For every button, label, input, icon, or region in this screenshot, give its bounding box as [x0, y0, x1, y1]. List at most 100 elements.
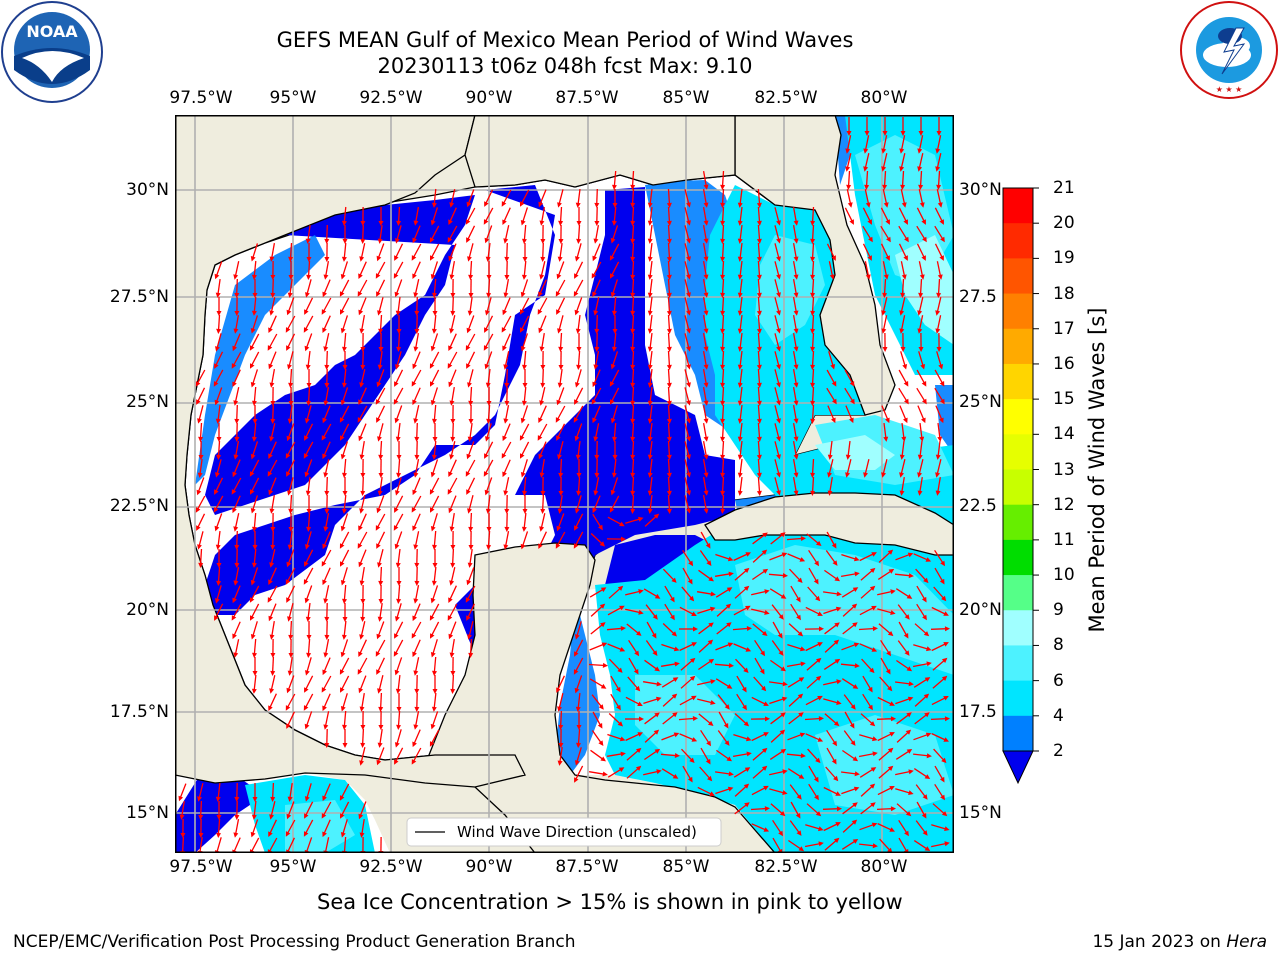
wave-arrow-head [776, 256, 781, 262]
wave-arrow-head [468, 293, 474, 298]
wave-arrow-head [888, 568, 895, 574]
wave-arrow-head [703, 346, 709, 352]
wave-arrow-head [756, 418, 762, 424]
wave-arrow-shaft [684, 279, 690, 295]
wave-arrow-shaft [577, 224, 581, 242]
wave-arrow-shaft [702, 188, 708, 206]
wave-arrow-shaft [506, 242, 508, 260]
wave-arrow-head [412, 489, 417, 496]
wave-arrow-shaft [378, 675, 384, 691]
wave-arrow-head [817, 737, 824, 742]
wave-arrow-head [703, 454, 709, 460]
wave-arrow-shaft [558, 693, 564, 709]
wave-arrow-head [647, 256, 653, 262]
wave-arrow-shaft [702, 314, 708, 332]
wave-arrow-shaft [786, 662, 804, 668]
wave-arrow-head [720, 328, 726, 334]
wave-arrow-shaft [846, 153, 852, 169]
wave-arrow-shaft [667, 386, 671, 404]
wave-arrow-shaft [937, 170, 941, 188]
colorbar-segment [1003, 258, 1033, 295]
wave-arrow-head [779, 729, 786, 735]
wave-arrow-head [251, 814, 257, 820]
wave-arrow-shaft [431, 711, 439, 727]
wave-arrow-shaft [643, 588, 659, 598]
wave-arrow-head [306, 383, 312, 388]
wave-arrow-head [231, 363, 237, 369]
wave-arrow-shaft [757, 278, 761, 296]
wave-arrow-shaft [716, 605, 730, 617]
wave-arrow-head [467, 310, 473, 316]
wave-arrow-shaft [430, 351, 440, 367]
wave-arrow-head [393, 273, 399, 279]
wave-arrow-head [863, 472, 868, 478]
wave-arrow-head [816, 540, 822, 546]
wave-arrow-head [501, 201, 507, 207]
wave-arrow-shaft [557, 387, 565, 403]
wave-arrow-shaft [931, 696, 947, 706]
wave-arrow-head [810, 382, 816, 388]
wave-arrow-head [540, 382, 546, 388]
wave-arrow-shaft [232, 603, 242, 619]
wave-arrow-shaft [557, 513, 565, 529]
wave-arrow-head [687, 776, 693, 783]
wave-arrow-shaft [324, 837, 330, 853]
wave-arrow-shaft [721, 224, 725, 242]
wave-arrow-head [432, 544, 437, 550]
wave-arrow-head [941, 811, 948, 817]
wave-arrow-shaft [684, 423, 690, 439]
wave-arrow-head [850, 704, 856, 710]
wave-arrow-shaft [376, 531, 386, 547]
wave-arrow-head [412, 525, 417, 532]
wave-arrow-head [720, 472, 726, 478]
wave-arrow-shaft [823, 822, 839, 832]
wave-arrow-head [882, 347, 888, 352]
wave-arrow-shaft [880, 639, 890, 655]
wave-arrow-head [782, 769, 788, 775]
wave-arrow-shaft [667, 350, 671, 368]
wave-arrow-head [430, 381, 435, 387]
wave-arrow-head [539, 526, 545, 532]
wave-arrow-shaft [340, 531, 350, 547]
wave-arrow-shaft [739, 261, 743, 277]
wave-arrow-shaft [413, 387, 421, 403]
wave-arrow-head [465, 345, 471, 351]
wave-arrow-shaft [684, 459, 690, 475]
wave-arrow-head [250, 489, 255, 495]
wave-arrow-shaft [864, 189, 870, 205]
wave-arrow-head [780, 748, 787, 754]
wave-arrow-shaft [865, 170, 869, 188]
wave-arrow-shaft [736, 675, 746, 691]
wave-arrow-shaft [340, 801, 350, 817]
wave-arrow-head [776, 220, 781, 226]
wave-arrow-head [395, 364, 400, 370]
wave-arrow-head [939, 776, 945, 783]
wave-arrow-shaft [289, 405, 293, 421]
wave-arrow-shaft [250, 585, 260, 601]
wave-arrow-head [340, 399, 346, 406]
wave-arrow-head [793, 490, 799, 496]
wave-arrow-head [672, 677, 679, 682]
wave-arrow-shaft [739, 225, 743, 241]
wave-arrow-head [573, 543, 579, 549]
wave-arrow-shaft [681, 586, 693, 600]
wave-arrow-head [432, 292, 437, 298]
wave-arrow-head [780, 712, 786, 718]
wave-arrow-head [557, 202, 562, 208]
wave-arrow-shaft [396, 351, 402, 367]
wave-arrow-head [686, 220, 691, 226]
wave-arrow-shaft [739, 387, 743, 403]
wave-arrow-shaft [934, 369, 944, 385]
wave-arrow-shaft [523, 512, 527, 530]
wave-arrow-shaft [233, 333, 241, 349]
wave-arrow-shaft [451, 674, 455, 692]
wave-arrow-head [269, 508, 275, 514]
wave-arrow-head [232, 381, 237, 387]
wave-arrow-head [522, 257, 528, 262]
wave-arrow-head [250, 634, 256, 640]
wave-arrow-shaft [485, 351, 493, 367]
wave-arrow-head [394, 742, 400, 748]
wave-arrow-head [377, 238, 383, 244]
wave-arrow-head [887, 747, 894, 753]
wave-arrow-head [889, 827, 895, 832]
